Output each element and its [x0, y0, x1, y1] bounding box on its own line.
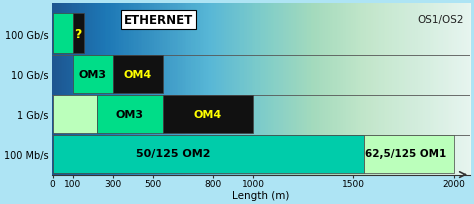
- Bar: [113, 56, 163, 93]
- Text: OM3: OM3: [79, 69, 107, 79]
- Bar: [97, 95, 163, 133]
- Bar: [163, 95, 253, 133]
- Bar: [73, 14, 84, 54]
- Bar: [53, 14, 73, 54]
- Text: 62,5/125 OM1: 62,5/125 OM1: [365, 149, 446, 159]
- X-axis label: Length (m): Length (m): [232, 190, 290, 200]
- Text: OM4: OM4: [124, 69, 152, 79]
- Bar: [73, 56, 113, 93]
- Text: OM3: OM3: [116, 109, 144, 119]
- Text: OM4: OM4: [194, 109, 222, 119]
- Bar: [53, 135, 364, 173]
- Bar: [53, 95, 97, 133]
- Text: ETHERNET: ETHERNET: [124, 13, 193, 27]
- Bar: [364, 135, 454, 173]
- Text: ?: ?: [74, 27, 82, 40]
- Text: 50/125 OM2: 50/125 OM2: [136, 149, 210, 159]
- Text: OS1/OS2: OS1/OS2: [417, 15, 464, 25]
